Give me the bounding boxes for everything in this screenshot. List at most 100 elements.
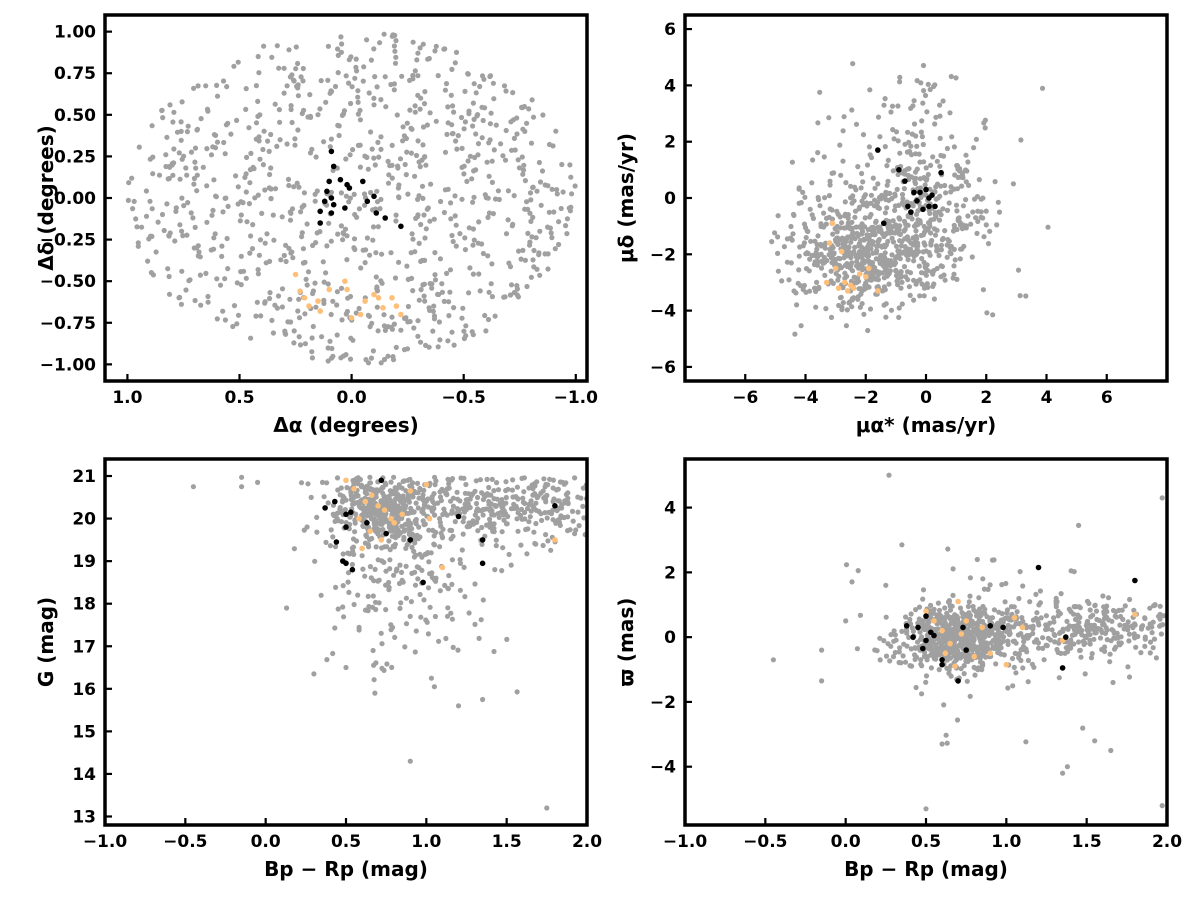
cmd-field-point — [480, 496, 486, 503]
sky-field-point — [348, 100, 354, 107]
sky-field-point — [553, 128, 559, 134]
sky-field-point — [167, 102, 173, 108]
cmd-field-point — [425, 631, 431, 637]
proper-motion-field-point — [890, 127, 896, 133]
sky-field-point — [386, 172, 392, 178]
proper-motion-field-point — [842, 275, 848, 281]
proper-motion-highlight-orange-point — [826, 240, 833, 246]
sky-field-point — [521, 103, 528, 110]
cmd-field-point — [321, 494, 327, 500]
proper-motion-field-point — [864, 162, 871, 168]
proper-motion-field-point — [992, 179, 998, 185]
sky-field-point — [344, 257, 350, 263]
sky-field-point — [220, 209, 226, 215]
parallax-highlight-black-point — [931, 632, 937, 639]
sky-field-point — [412, 68, 418, 74]
parallax-field-point — [976, 635, 982, 641]
sky-field-point — [321, 139, 327, 145]
sky-field-point — [179, 99, 185, 105]
proper-motion-field-point — [803, 266, 810, 272]
sky-field-point — [279, 304, 285, 310]
sky-field-point — [203, 83, 209, 89]
sky-field-point — [208, 247, 214, 253]
sky-field-point — [430, 328, 436, 334]
parallax-field-point — [918, 657, 924, 663]
sky-field-point — [346, 80, 352, 86]
proper-motion-field-point — [919, 134, 926, 140]
cmd-field-point — [413, 521, 419, 527]
sky-field-point — [247, 180, 253, 186]
parallax-field-point — [985, 586, 991, 593]
sky-field-point — [465, 158, 471, 164]
proper-motion-field-point — [885, 238, 891, 244]
proper-motion-field-point — [913, 228, 919, 234]
proper-motion-field-point — [1023, 293, 1029, 299]
parallax-field-point — [953, 629, 959, 636]
sky-highlight-black-point — [337, 176, 344, 183]
proper-motion-field-point — [856, 224, 863, 230]
parallax-field-point — [1012, 650, 1018, 657]
proper-motion-field-point — [797, 283, 804, 289]
cmd-field-point — [446, 573, 452, 579]
proper-motion-field-point — [915, 240, 921, 246]
proper-motion-field-point — [894, 186, 900, 192]
sky-field-point — [272, 101, 278, 107]
cmd-field-point — [514, 689, 520, 695]
parallax-field-point — [950, 592, 956, 599]
parallax-field-point — [1116, 607, 1122, 614]
proper-motion-highlight-orange-point — [866, 265, 872, 272]
proper-motion-field-point — [904, 149, 911, 155]
sky-field-point — [321, 279, 327, 285]
parallax-field-point — [991, 645, 997, 652]
cmd-field-point — [305, 481, 311, 487]
sky-field-point — [520, 247, 526, 253]
parallax-field-point — [881, 638, 887, 644]
sky-field-point — [378, 134, 384, 140]
cmd-highlight-black-point — [552, 503, 558, 509]
sky-field-point — [334, 302, 340, 308]
parallax-field-point — [919, 691, 925, 697]
parallax-field-point — [991, 557, 997, 563]
sky-field-point — [368, 57, 374, 63]
proper-motion-field-point — [948, 251, 954, 257]
proper-motion-field-point — [975, 218, 981, 224]
parallax-field-point — [898, 660, 904, 666]
cmd-field-point — [495, 510, 501, 517]
sky-field-point — [302, 341, 308, 347]
parallax-field-point — [1100, 593, 1106, 599]
sky-field-point — [225, 203, 231, 209]
sky-field-point — [369, 320, 375, 326]
proper-motion-highlight-orange-point — [856, 271, 863, 277]
proper-motion-field-point — [789, 159, 796, 165]
sky-field-point — [214, 316, 220, 322]
parallax-field-point — [854, 646, 861, 652]
sky-field-point — [372, 162, 378, 168]
parallax-field-point — [1051, 631, 1057, 638]
sky-field-point — [222, 151, 228, 157]
proper-motion-field-point — [875, 239, 881, 245]
cmd-field-point — [445, 586, 451, 592]
sky-field-point — [257, 237, 264, 243]
sky-field-point — [441, 298, 447, 304]
sky-position-panel: 1.0 0.5 0.0 −0.5 −1.01.000.750.500.250.00−0.… — [34, 13, 598, 437]
proper-motion-highlight-orange-point — [844, 288, 851, 294]
cmd-field-point — [559, 502, 565, 508]
cmd-y-tick-label: 13 — [72, 807, 96, 827]
proper-motion-field-point — [848, 195, 854, 201]
proper-motion-field-point — [924, 176, 930, 182]
parallax-highlight-black-point — [923, 613, 929, 619]
sky-field-point — [181, 153, 187, 159]
sky-field-point — [214, 82, 220, 88]
sky-field-point — [243, 171, 249, 177]
sky-field-point — [299, 234, 305, 240]
sky-field-point — [247, 250, 253, 256]
cmd-field-point — [401, 478, 407, 484]
proper-motion-field-point — [925, 267, 931, 274]
proper-motion-field-point — [930, 283, 936, 289]
proper-motion-field-point — [835, 255, 842, 261]
parallax-field-point — [1118, 613, 1124, 620]
sky-field-point — [214, 276, 220, 282]
cmd-highlight-orange-point — [378, 537, 385, 543]
sky-field-point — [377, 40, 383, 46]
cmd-field-point — [484, 476, 490, 482]
